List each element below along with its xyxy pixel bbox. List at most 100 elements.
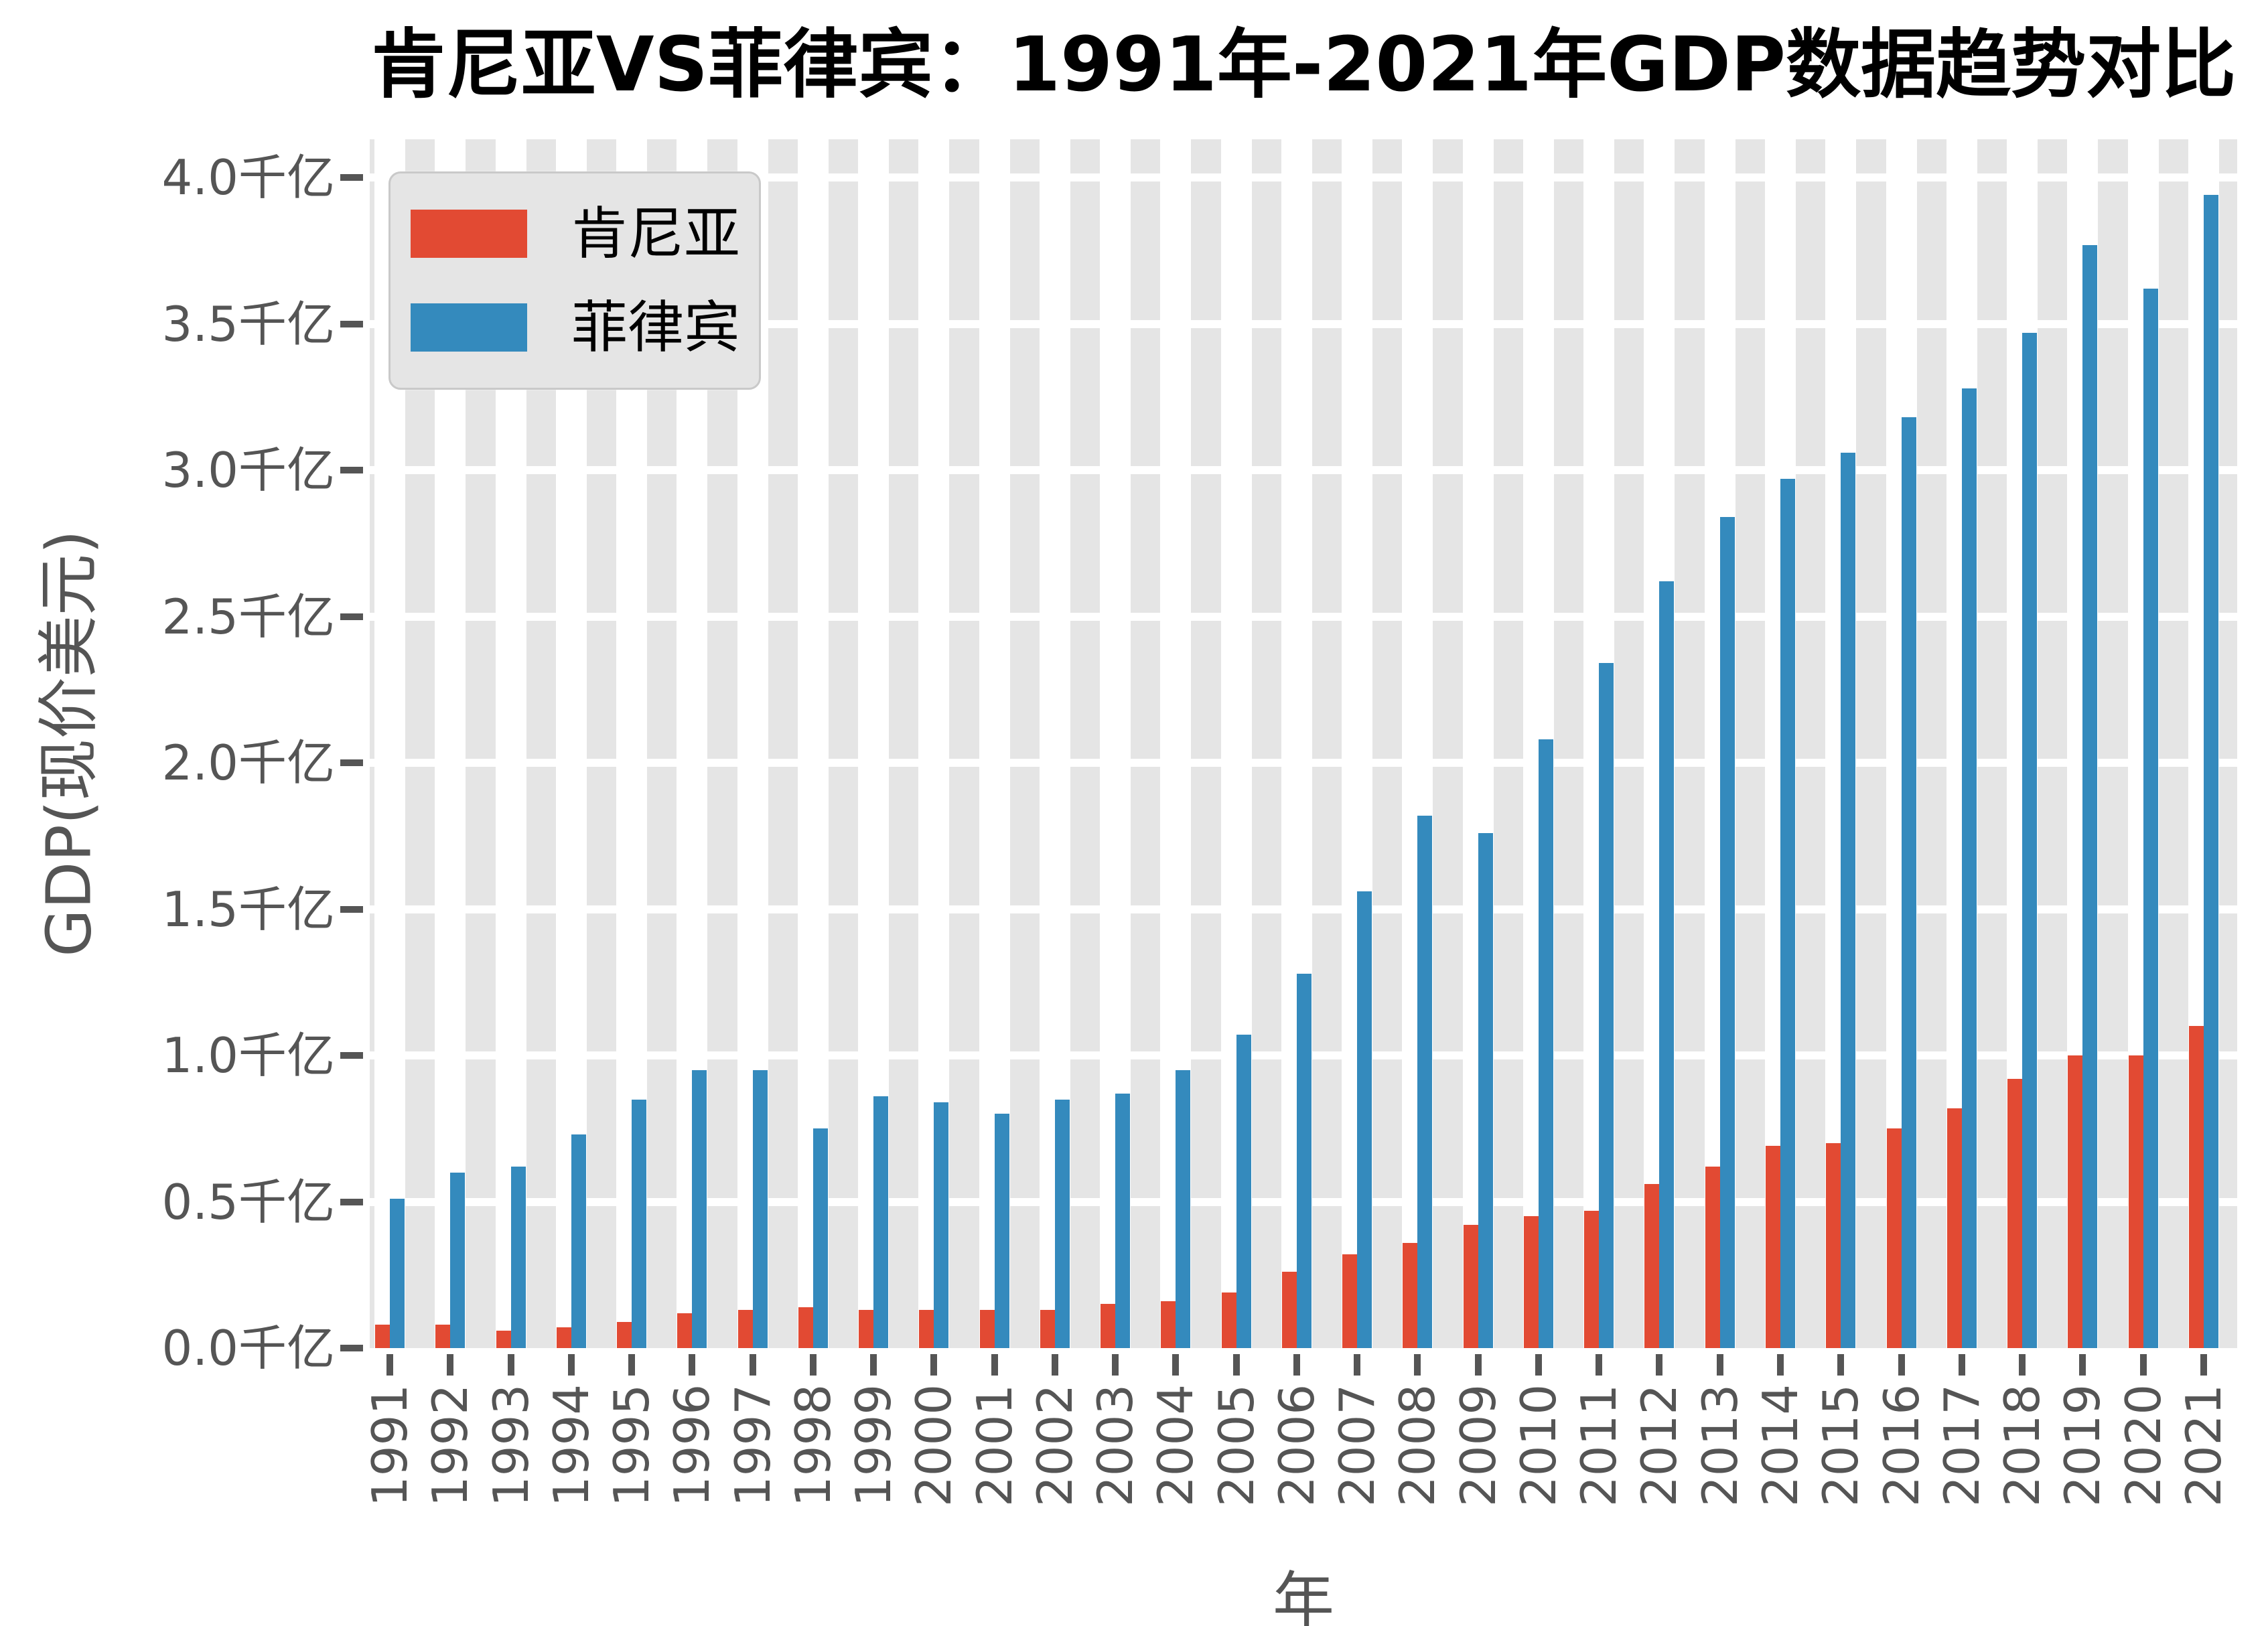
x-tick-label-1997: 1997 (724, 1384, 781, 1507)
x-tick-mark (1837, 1354, 1845, 1376)
bar-肯尼亚-2002 (1040, 1310, 1055, 1348)
x-tick-label-2003: 2003 (1087, 1384, 1144, 1507)
x-tick-label-1998: 1998 (784, 1384, 841, 1507)
bar-菲律宾-2005 (1236, 1035, 1251, 1348)
x-tick-label-1996: 1996 (664, 1384, 721, 1507)
bar-菲律宾-2019 (2082, 244, 2098, 1348)
y-tick-mark (340, 320, 363, 327)
bar-菲律宾-2006 (1296, 973, 1312, 1348)
x-tick-mark (930, 1354, 938, 1376)
x-tick-mark (749, 1354, 756, 1376)
bar-肯尼亚-2010 (1523, 1216, 1539, 1348)
bar-肯尼亚-1998 (798, 1307, 813, 1348)
x-tick-mark (1051, 1354, 1058, 1376)
y-tick-label: 0.5千亿 (161, 1173, 335, 1230)
x-tick-mark (1596, 1354, 1603, 1376)
y-tick-label: 1.5千亿 (161, 881, 335, 938)
x-tick-label-2014: 2014 (1752, 1384, 1809, 1507)
bar-肯尼亚-2009 (1463, 1225, 1478, 1348)
y-tick-mark (340, 467, 363, 473)
legend-swatch (411, 210, 527, 258)
y-tick-label: 1.0千亿 (161, 1027, 335, 1084)
x-tick-mark (2200, 1354, 2207, 1376)
chart-title: 肯尼亚VS菲律宾：1991年-2021年GDP数据趋势对比 (370, 21, 2237, 108)
x-tick-label-2013: 2013 (1691, 1384, 1748, 1507)
x-tick-mark (1898, 1354, 1905, 1376)
x-tick-label-2001: 2001 (966, 1384, 1023, 1507)
bar-肯尼亚-2001 (979, 1310, 995, 1348)
y-tick-label: 0.0千亿 (161, 1320, 335, 1376)
y-tick-mark (340, 905, 363, 913)
bar-肯尼亚-1994 (556, 1327, 571, 1348)
y-gridline (370, 905, 2237, 913)
legend-item: 菲律宾 (411, 295, 741, 360)
x-tick-label-2005: 2005 (1208, 1384, 1265, 1507)
bar-肯尼亚-2012 (1644, 1184, 1660, 1348)
bar-肯尼亚-2007 (1342, 1254, 1358, 1348)
legend-swatch (411, 303, 527, 352)
bar-肯尼亚-2020 (2128, 1055, 2143, 1348)
bar-菲律宾-1995 (632, 1099, 647, 1348)
x-tick-label-2000: 2000 (906, 1384, 963, 1507)
x-axis-title: 年 (1272, 1565, 1334, 1626)
x-tick-mark (1958, 1354, 1965, 1376)
y-tick-label: 2.0千亿 (161, 735, 335, 791)
bar-菲律宾-1997 (752, 1069, 768, 1348)
y-gridline (370, 319, 2237, 328)
bar-菲律宾-2003 (1115, 1093, 1131, 1348)
bar-菲律宾-2000 (934, 1102, 949, 1348)
x-tick-label-2021: 2021 (2175, 1384, 2232, 1507)
bar-肯尼亚-1997 (737, 1310, 753, 1348)
plot-area (370, 139, 2237, 1348)
x-tick-mark (507, 1354, 514, 1376)
x-tick-mark (2019, 1354, 2026, 1376)
x-tick-label-1992: 1992 (422, 1384, 479, 1507)
bar-菲律宾-1993 (510, 1167, 526, 1348)
bar-菲律宾-1996 (692, 1069, 707, 1348)
x-tick-mark (689, 1354, 696, 1376)
x-tick-label-1999: 1999 (845, 1384, 902, 1507)
x-tick-label-1994: 1994 (543, 1384, 599, 1507)
x-tick-mark (628, 1354, 636, 1376)
y-tick-label: 3.5千亿 (161, 295, 335, 352)
y-gridline (370, 466, 2237, 474)
x-tick-label-1995: 1995 (604, 1384, 660, 1507)
x-tick-label-2017: 2017 (1933, 1384, 1990, 1507)
bar-菲律宾-2016 (1901, 417, 1916, 1348)
y-gridline (370, 759, 2237, 767)
bar-菲律宾-2001 (994, 1114, 1009, 1348)
x-tick-mark (2139, 1354, 2147, 1376)
x-tick-label-2010: 2010 (1510, 1384, 1567, 1507)
x-tick-mark (447, 1354, 454, 1376)
x-tick-label-2020: 2020 (2115, 1384, 2172, 1507)
y-gridline (370, 612, 2237, 621)
bar-菲律宾-2002 (1054, 1099, 1070, 1348)
legend-label: 菲律宾 (571, 295, 741, 360)
x-tick-label-2015: 2015 (1813, 1384, 1869, 1507)
bar-菲律宾-2008 (1417, 815, 1433, 1348)
x-tick-label-1993: 1993 (482, 1384, 539, 1507)
x-tick-mark (1535, 1354, 1542, 1376)
bar-菲律宾-2013 (1719, 516, 1735, 1348)
bar-肯尼亚-2018 (2007, 1078, 2023, 1348)
bar-菲律宾-2017 (1961, 388, 1977, 1348)
bar-肯尼亚-1993 (496, 1330, 511, 1348)
bar-菲律宾-2014 (1780, 479, 1795, 1348)
bar-肯尼亚-2006 (1281, 1272, 1297, 1348)
x-tick-label-2006: 2006 (1268, 1384, 1325, 1507)
bar-肯尼亚-2015 (1826, 1143, 1841, 1348)
x-tick-label-2008: 2008 (1389, 1384, 1446, 1507)
x-tick-mark (1716, 1354, 1723, 1376)
x-tick-mark (1172, 1354, 1180, 1376)
bar-菲律宾-2004 (1176, 1069, 1191, 1348)
bar-肯尼亚-1991 (375, 1325, 390, 1348)
y-gridline (370, 173, 2237, 181)
bar-菲律宾-2021 (2203, 195, 2218, 1348)
bar-菲律宾-2011 (1599, 663, 1614, 1348)
bar-菲律宾-1998 (812, 1128, 828, 1348)
x-tick-label-2009: 2009 (1449, 1384, 1506, 1507)
bar-菲律宾-1994 (571, 1134, 586, 1348)
y-tick-mark (340, 613, 363, 620)
bar-肯尼亚-1995 (617, 1321, 632, 1348)
